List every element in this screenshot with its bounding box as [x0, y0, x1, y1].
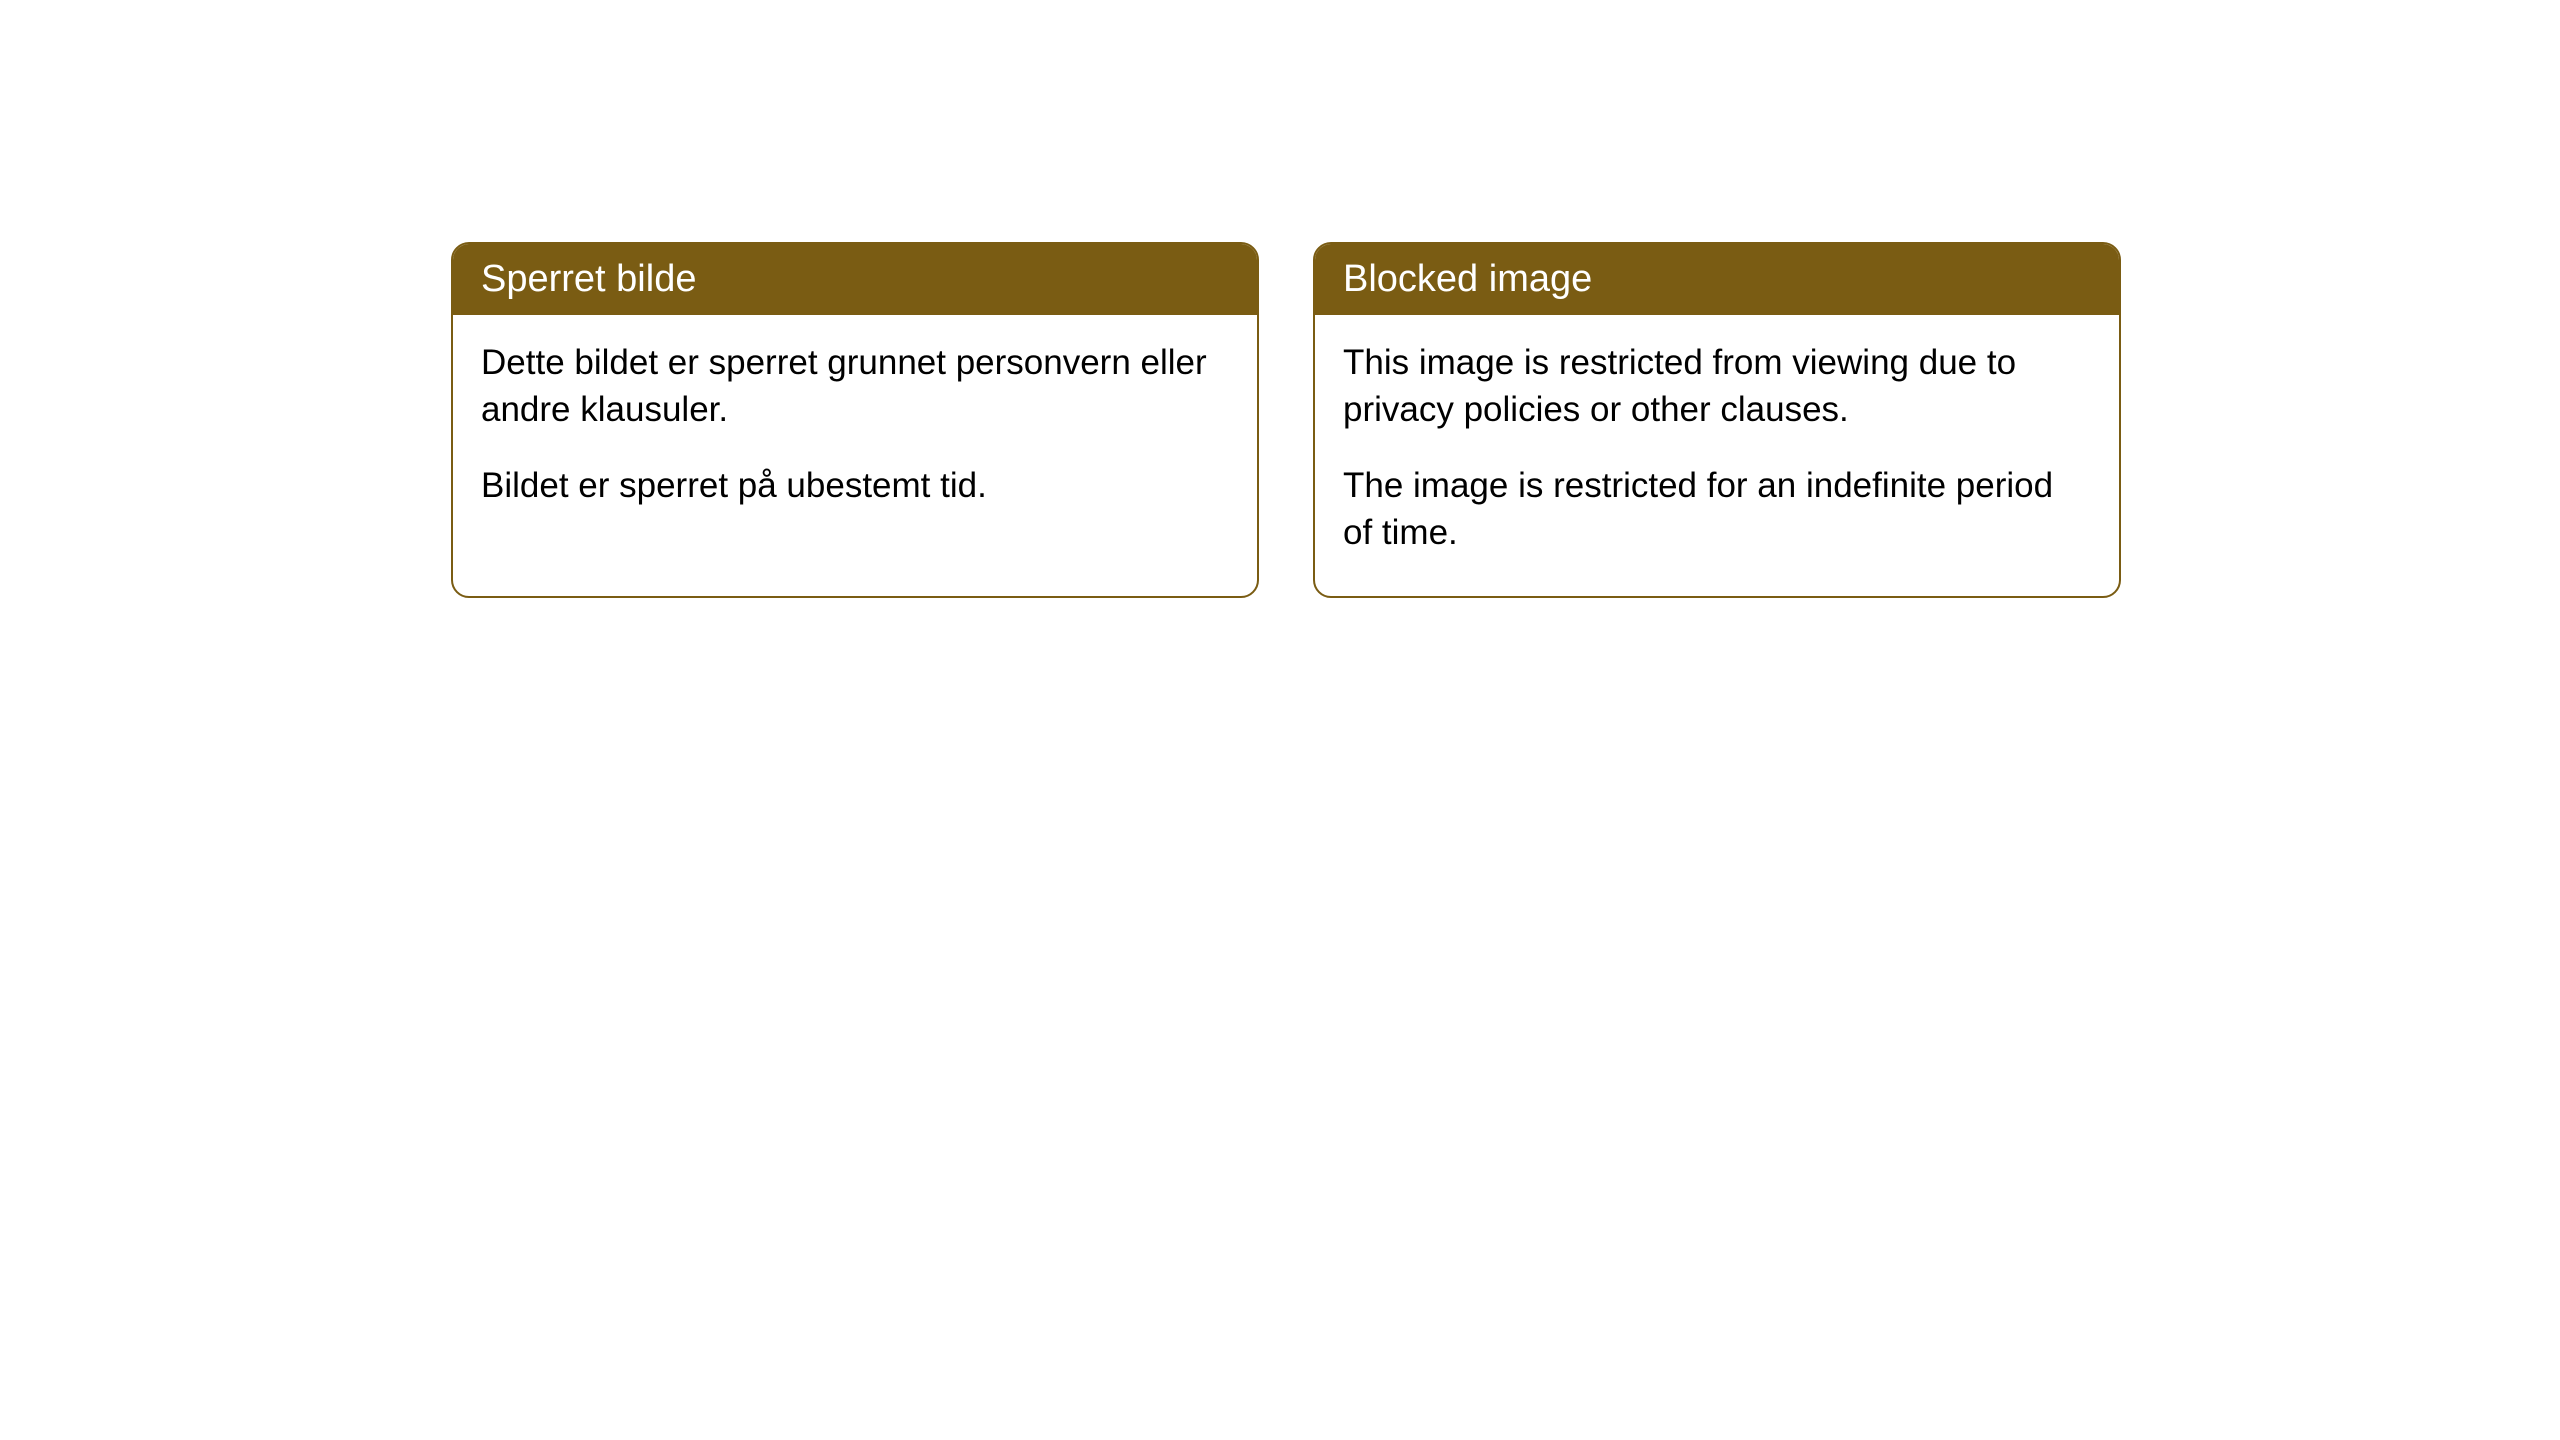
card-paragraph: Bildet er sperret på ubestemt tid.	[481, 462, 1229, 509]
card-paragraph: This image is restricted from viewing du…	[1343, 339, 2091, 434]
card-title: Blocked image	[1343, 258, 1592, 300]
notice-card-norwegian: Sperret bilde Dette bildet er sperret gr…	[451, 242, 1259, 598]
card-header: Blocked image	[1315, 244, 2119, 315]
notice-cards-container: Sperret bilde Dette bildet er sperret gr…	[451, 242, 2121, 598]
card-body: This image is restricted from viewing du…	[1315, 315, 2119, 596]
card-body: Dette bildet er sperret grunnet personve…	[453, 315, 1257, 549]
card-paragraph: The image is restricted for an indefinit…	[1343, 462, 2091, 557]
card-header: Sperret bilde	[453, 244, 1257, 315]
notice-card-english: Blocked image This image is restricted f…	[1313, 242, 2121, 598]
card-paragraph: Dette bildet er sperret grunnet personve…	[481, 339, 1229, 434]
card-title: Sperret bilde	[481, 258, 696, 300]
